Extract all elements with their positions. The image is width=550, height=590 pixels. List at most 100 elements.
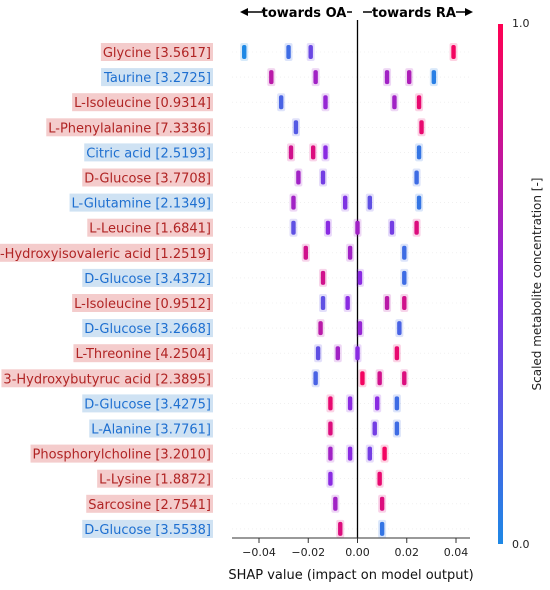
feature-label: L-Phenylalanine [7.3336]	[48, 121, 211, 136]
shap-point	[335, 346, 340, 361]
shap-point	[320, 296, 326, 310]
direction-left-label: towards OA	[262, 6, 347, 21]
direction-header: towards OA towards RA	[240, 2, 473, 21]
shap-point	[315, 346, 321, 361]
x-tick-label: −0.02	[291, 546, 325, 559]
shap-point	[367, 446, 373, 461]
shap-point	[320, 270, 326, 285]
shap-point	[325, 220, 331, 235]
colorbar-max-label: 1.0	[512, 17, 530, 30]
shap-point	[313, 371, 318, 386]
feature-label: Phosphorylcholine [3.2010]	[33, 448, 211, 463]
feature-label-highlight	[72, 294, 213, 312]
feature-label-highlight	[100, 43, 213, 61]
feature-label-highlight	[86, 494, 213, 513]
shap-point	[269, 70, 274, 85]
shap-point	[333, 496, 338, 511]
shap-point	[313, 70, 318, 85]
colorbar-gradient	[498, 24, 503, 544]
shap-point	[419, 120, 424, 135]
shap-point	[416, 195, 422, 210]
shap-point	[414, 170, 419, 185]
shap-point	[310, 145, 316, 160]
shap-point	[402, 371, 407, 386]
feature-label-highlight	[46, 118, 213, 137]
x-tick-label: −0.04	[242, 546, 276, 559]
shap-point	[286, 45, 291, 59]
shap-point	[402, 296, 407, 310]
shap-point	[278, 95, 284, 110]
shap-point	[431, 70, 437, 85]
x-axis-label: SHAP value (impact on model output)	[228, 568, 473, 583]
shap-point	[291, 220, 296, 235]
feature-label-highlight	[82, 268, 213, 287]
feature-label: D-Glucose [3.7708]	[84, 172, 211, 187]
shap-point	[293, 120, 299, 135]
right-arrow-icon	[465, 8, 473, 16]
shap-point	[382, 446, 387, 461]
colorbar-label: Scaled metabolite concentration [-]	[530, 178, 544, 391]
shap-point	[291, 195, 296, 210]
feature-label: L-Lysine [1.8872]	[99, 473, 211, 488]
shap-point	[347, 396, 353, 411]
shap-point	[377, 371, 382, 386]
x-tick-label: 0.00	[345, 546, 370, 559]
shap-point	[318, 321, 323, 336]
feature-label: D-Glucose [3.2668]	[84, 322, 211, 337]
shap-point	[323, 145, 328, 160]
shap-point	[379, 521, 385, 536]
feature-label: Sarcosine [2.7541]	[88, 498, 211, 513]
shap-point	[394, 421, 400, 436]
shap-point	[355, 346, 360, 361]
shap-point	[308, 45, 313, 59]
x-tick-label: 0.04	[444, 546, 469, 559]
right-label-bg	[372, 2, 456, 21]
feature-label-highlight	[101, 68, 213, 87]
shap-point	[296, 170, 301, 185]
shap-point	[402, 245, 407, 260]
feature-label: L-Isoleucine [0.9314]	[74, 96, 211, 111]
feature-label: D-Glucose [3.5538]	[84, 523, 211, 538]
feature-label: D-Glucose [3.4275]	[84, 397, 211, 412]
feature-label: L-Leucine [1.6841]	[89, 222, 211, 237]
shap-point	[323, 95, 328, 110]
shap-point	[320, 170, 326, 185]
left-label-bg	[263, 2, 347, 21]
shap-point	[372, 421, 377, 436]
shap-point	[328, 421, 333, 436]
shap-point	[375, 396, 380, 411]
shap-point	[414, 220, 419, 235]
shap-point	[357, 321, 363, 336]
shap-point	[392, 95, 397, 110]
shap-point	[394, 396, 400, 411]
feature-label: L-Alanine [3.7761]	[91, 423, 211, 438]
feature-label-highlight	[82, 168, 213, 187]
shap-point	[338, 521, 343, 536]
feature-label-highlight	[87, 218, 213, 237]
shap-point	[384, 296, 390, 310]
feature-label-highlight	[82, 319, 213, 338]
shap-point	[397, 321, 402, 336]
feature-label: L-Threonine [4.2504]	[75, 347, 211, 362]
feature-label-highlight	[82, 394, 213, 413]
shap-point	[360, 371, 365, 386]
feature-label-highlight	[89, 419, 213, 438]
shap-point	[303, 245, 308, 260]
point-layer	[240, 43, 458, 538]
shap-point	[394, 346, 400, 361]
shap-point	[367, 195, 373, 210]
feature-label: D-Glucose [3.4372]	[84, 272, 211, 287]
feature-label-highlight	[84, 143, 213, 162]
feature-label: L-Isoleucine [0.9512]	[74, 297, 211, 312]
colorbar-min-label: 0.0	[512, 538, 530, 551]
feature-label-highlight	[82, 519, 213, 538]
shap-point	[416, 95, 422, 110]
feature-label-highlight	[69, 193, 213, 212]
feature-label: Glycine [3.5617]	[103, 46, 211, 61]
shap-point	[355, 220, 360, 235]
feature-label: Citric acid [2.5193]	[86, 146, 211, 161]
shap-point	[328, 446, 333, 461]
shap-point	[288, 145, 294, 160]
shap-point	[407, 70, 412, 85]
